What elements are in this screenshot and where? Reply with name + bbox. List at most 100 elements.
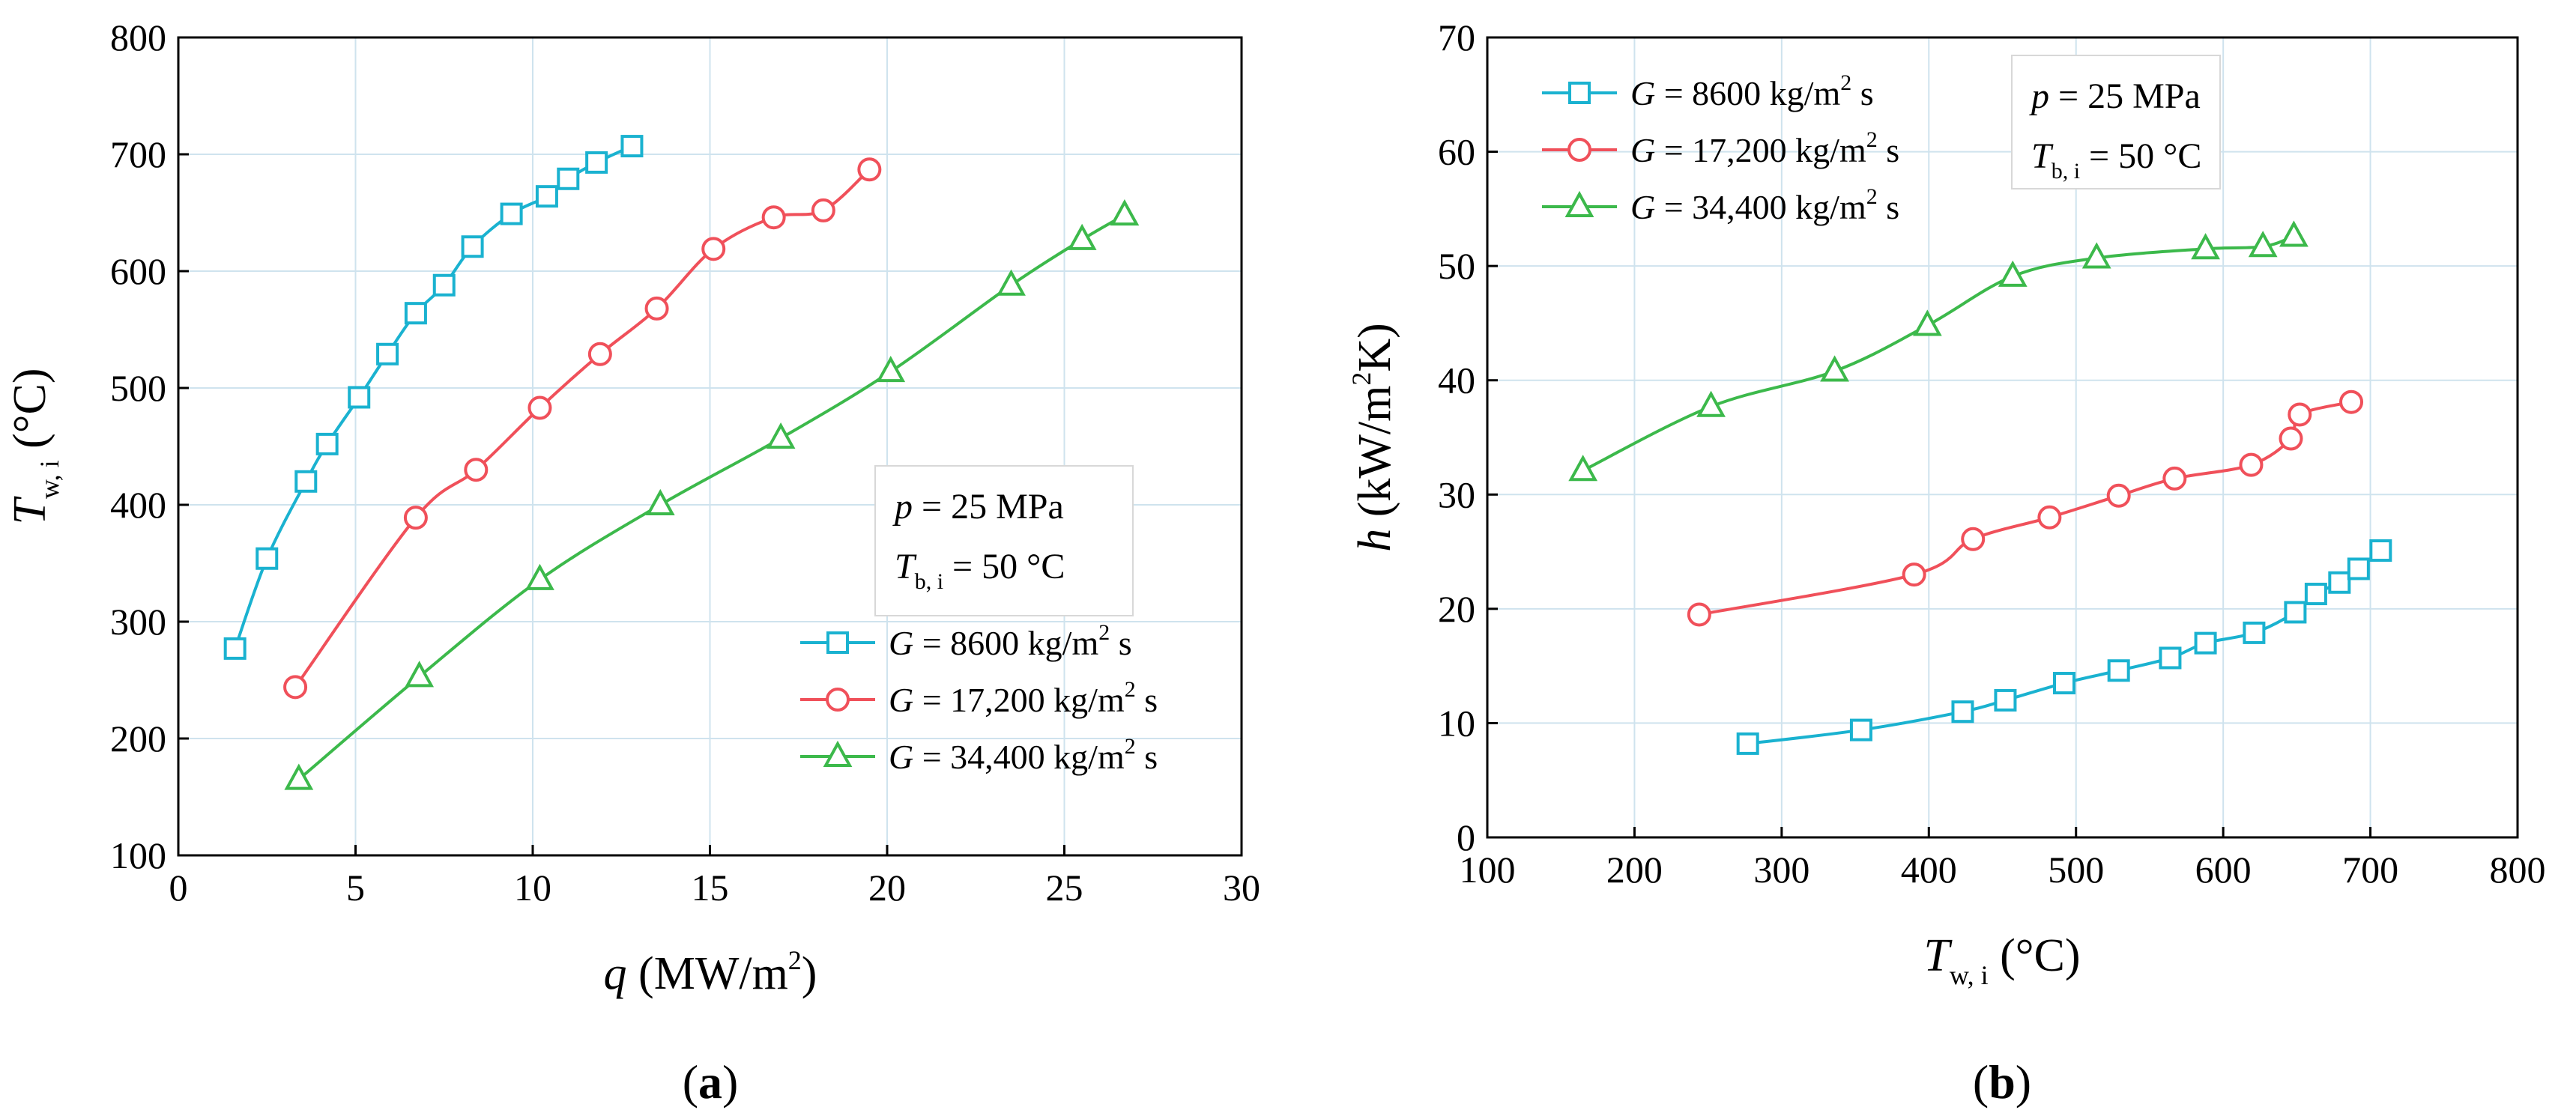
- ann-sub: b, i: [915, 569, 943, 594]
- panel-a-series-0-point: [461, 235, 484, 258]
- panel-a-label: (a): [683, 1055, 739, 1109]
- y-axis-unit: (kW/m: [1349, 386, 1400, 529]
- panel-a-series-1-point: [811, 198, 835, 222]
- panel-b-series-0-point: [2194, 631, 2217, 655]
- legend-var: G: [1630, 188, 1655, 226]
- panel-b-y-tick-label: 60: [1438, 131, 1475, 173]
- legend-text: = 8600 kg/m: [913, 624, 1098, 662]
- panel-b-series-2-point: [1568, 455, 1598, 482]
- panel-b-series-1-point: [1902, 562, 1926, 587]
- panel-b-series-1-point: [2106, 483, 2131, 508]
- panel-a-x-tick-label: 10: [514, 867, 551, 909]
- panel-a-series-2-point: [766, 422, 796, 449]
- x-axis-unit: (°C): [1989, 930, 2081, 981]
- legend-var: G: [889, 624, 913, 662]
- panel-a-series-2-point: [284, 763, 314, 790]
- panel-a-x-tick-label: 20: [868, 867, 906, 909]
- panel-a-y-tick-label: 800: [110, 16, 166, 58]
- legend-end: s: [1136, 738, 1158, 776]
- ann-var: T: [2031, 136, 2054, 176]
- panel-a-series-0-line: [233, 145, 633, 649]
- panel-a-series-2-line: [297, 213, 1125, 781]
- panel-b-series-2-point: [1820, 355, 1849, 382]
- panel-b-legend-1-label: G = 17,200 kg/m2 s: [1630, 127, 1899, 169]
- legend-sup: 2: [1866, 184, 1878, 209]
- legend-text: = 34,400 kg/m: [913, 738, 1125, 776]
- x-axis-unit-sup: 2: [788, 945, 802, 975]
- panel-a-y-tick-label: 600: [110, 250, 166, 292]
- panel-a-series-0-point: [404, 302, 427, 325]
- legend-var: G: [889, 681, 913, 719]
- panel-a-series-0-point: [500, 202, 523, 225]
- panel-paren-close: ): [722, 1055, 738, 1109]
- legend-end: s: [1878, 131, 1899, 169]
- panel-a-series-1-point: [644, 296, 669, 321]
- panel-a-series-0-point: [294, 470, 318, 493]
- panel-a-series-0-point: [348, 386, 371, 409]
- y-axis-unit: (°C): [4, 368, 55, 460]
- legend-var: G: [889, 738, 913, 776]
- panel-b-x-tick-label: 800: [2490, 849, 2546, 891]
- panel-b-series-0-point: [1736, 732, 1759, 755]
- panel-b-series-0-point: [2347, 557, 2370, 580]
- panel-b-frame: [1486, 36, 2519, 839]
- panel-a-series-1-point: [464, 458, 489, 482]
- panel-b-series-0-point: [1849, 718, 1872, 742]
- panel-b-series-0-point: [2304, 583, 2327, 606]
- panel-a-x-axis-label: q (MW/m2): [604, 945, 817, 999]
- panel-b-series-0-point: [1951, 700, 1974, 724]
- panel-paren-open: (: [1973, 1055, 1989, 1109]
- panel-a-annotation-pressure: p = 25 MPa: [892, 487, 1064, 527]
- panel-b-series-2-line: [1582, 234, 2295, 473]
- panel-b-series-1-point: [2037, 505, 2062, 530]
- y-axis-unit-sup: 2: [1346, 372, 1376, 386]
- panel-b-x-axis-label: Tw, i (°C): [1923, 930, 2080, 990]
- panel-b-series-1-point: [1961, 527, 1986, 551]
- panel-b-series-0-line: [1747, 549, 2382, 745]
- panel-b-y-tick-label: 10: [1438, 702, 1475, 744]
- legend-end: s: [1110, 624, 1131, 662]
- panel-b-y-tick-label: 70: [1438, 16, 1475, 58]
- legend-sup: 2: [1840, 70, 1851, 95]
- panel-b-series-2-point: [1696, 390, 1726, 417]
- legend-sup: 2: [1125, 734, 1136, 759]
- panel-a-legend-0-label: G = 8600 kg/m2 s: [889, 620, 1132, 662]
- x-axis-sub: w, i: [1950, 960, 1989, 990]
- panel-a-series-0-point: [557, 167, 580, 190]
- panel-a-x-tick-label: 0: [169, 867, 188, 909]
- y-axis-var: T: [4, 496, 55, 525]
- panel-a-y-axis-label: Tw, i (°C): [4, 368, 64, 524]
- legend-text: = 8600 kg/m: [1655, 74, 1840, 112]
- panel-b-series-0-point: [2053, 672, 2075, 695]
- ann-var: p: [892, 487, 913, 527]
- legend-text: = 17,200 kg/m: [913, 681, 1125, 719]
- panel-a-series-0-point: [376, 342, 399, 366]
- panel-b-x-tick-label: 100: [1460, 849, 1516, 891]
- panel-a-series-0-point: [315, 432, 339, 455]
- panel-b-series-1-point: [2162, 466, 2187, 491]
- panel-b-series-1-point: [2339, 389, 2364, 414]
- legend-var: G: [1630, 74, 1655, 112]
- panel-b-series-1-point: [2279, 426, 2303, 451]
- x-axis-unit: (MW/m: [627, 948, 788, 999]
- panel-a-series-0-point: [585, 151, 608, 174]
- panel-a-series-2-point: [525, 563, 554, 590]
- panel-b-x-tick-label: 400: [1901, 849, 1957, 891]
- panel-a-legend-0-marker: [826, 631, 849, 654]
- panel-paren-open: (: [683, 1055, 698, 1109]
- panel-a-y-tick-label: 700: [110, 133, 166, 175]
- legend-sup: 2: [1098, 620, 1110, 645]
- panel-a-y-tick-label: 100: [110, 834, 166, 876]
- panel-b-series-0-point: [2243, 621, 2266, 644]
- panel-b-series-1-point: [2288, 402, 2312, 427]
- panel-b-series-0-point: [2284, 601, 2307, 624]
- panel-b-y-tick-label: 50: [1438, 245, 1475, 287]
- panel-a-legend-1-label: G = 17,200 kg/m2 s: [889, 677, 1158, 719]
- panel-b-y-tick-label: 0: [1457, 816, 1475, 858]
- panel-a-x-tick-label: 15: [692, 867, 729, 909]
- panel-b-series-2-point: [2191, 233, 2220, 260]
- panel-letter: a: [698, 1055, 722, 1109]
- panel-b-x-tick-label: 300: [1753, 849, 1809, 891]
- panel-a-series-2-point: [645, 488, 675, 515]
- panel-a-series-1-point: [403, 506, 428, 530]
